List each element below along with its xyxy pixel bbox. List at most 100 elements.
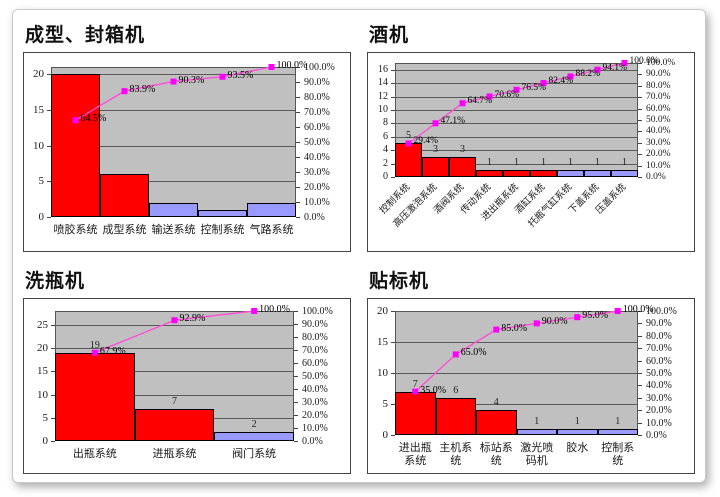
left-axis-tick: [391, 96, 395, 98]
right-axis-tick: [294, 324, 298, 325]
left-axis-tick-label: 10: [33, 139, 44, 152]
left-axis-tick: [391, 311, 395, 312]
right-axis-tick: [638, 410, 642, 412]
gridline: [395, 109, 638, 111]
left-axis-tick: [391, 163, 395, 165]
left-axis-tick-label: 12: [378, 90, 388, 102]
bar-6: [557, 170, 584, 177]
left-axis-tick: [391, 404, 395, 405]
charts-grid: 成型、封箱机 0 5 10 15 20 100.0% 90.0% 80.0% 70.0% 60.0…: [23, 16, 695, 474]
right-axis-tick: [638, 397, 642, 399]
bar-3: [476, 170, 503, 177]
right-axis-tick: [638, 142, 642, 144]
right-axis-tick-label: 60.0%: [304, 122, 330, 133]
left-axis-tick-label: 5: [42, 411, 49, 424]
right-axis-tick-label: 30.0%: [304, 167, 330, 178]
left-axis-tick-label: 10: [378, 103, 388, 115]
cumulative-pct-label: 47.1%: [440, 116, 466, 127]
left-axis-tick-label: 6: [383, 130, 388, 142]
right-axis-tick: [638, 63, 642, 64]
right-axis-tick-label: 70.0%: [304, 107, 330, 118]
pareto-chart-wine-machine: 0 2 4 6 8 10 12 14 16 5 3 3 1 1 1 1 1 1 100.0% 90.0% 80.0% 70…: [368, 53, 694, 251]
chart-title-labeling-machine: 贴标机: [369, 271, 430, 292]
bar-value-label: 1: [487, 157, 492, 169]
left-axis-tick-label: 25: [37, 318, 48, 331]
cumulative-pct-label: 92.9%: [179, 313, 206, 325]
left-axis-tick: [391, 177, 395, 178]
right-axis-tick-label: 70.0%: [646, 92, 671, 103]
category-label: 控制系 统: [601, 442, 635, 467]
right-axis-tick-label: 0.0%: [646, 172, 666, 182]
bar-1: [100, 174, 149, 217]
bar-8: [611, 170, 638, 177]
right-axis-tick: [294, 376, 298, 377]
bar-value-label: 1: [615, 415, 621, 427]
bar-0: [395, 391, 436, 435]
left-axis-tick: [391, 83, 395, 85]
bar-value-label: 1: [541, 157, 546, 169]
right-axis-tick-label: 70.0%: [302, 345, 328, 356]
right-axis-tick-label: 10.0%: [646, 160, 671, 171]
right-axis-tick: [638, 120, 642, 121]
right-axis-tick-label: 100.0%: [302, 306, 333, 317]
bar-value-label: 1: [514, 157, 519, 169]
left-axis-tick: [47, 74, 51, 76]
left-axis-tick-label: 15: [33, 103, 44, 116]
bar-4: [503, 170, 530, 177]
bar-0: [395, 143, 422, 177]
left-axis-tick-label: 14: [378, 77, 388, 89]
right-axis-tick-label: 90.0%: [646, 318, 672, 330]
left-axis-tick: [391, 373, 395, 374]
right-axis-tick-label: 60.0%: [646, 103, 671, 114]
bar-value-label: 1: [622, 157, 627, 169]
right-axis-tick: [638, 154, 642, 156]
right-axis-tick-label: 100.0%: [646, 58, 676, 68]
gridline: [51, 181, 296, 183]
right-axis-tick: [638, 373, 642, 374]
bar-value-label: 3: [460, 143, 465, 155]
right-axis-tick-label: 20.0%: [646, 405, 672, 417]
left-axis-tick: [47, 217, 51, 218]
left-axis-tick-label: 20: [33, 68, 44, 81]
bar-1: [435, 397, 476, 435]
cumulative-pct-label: 35.0%: [420, 384, 447, 396]
bar-value-label: 1: [568, 157, 573, 169]
gridline: [395, 163, 638, 165]
right-axis-tick: [638, 85, 642, 87]
right-axis-tick-label: 50.0%: [646, 115, 671, 125]
cumulative-pct-label: 90.3%: [178, 74, 205, 86]
cumulative-pct-label: 90.0%: [541, 316, 568, 328]
left-axis-tick: [391, 109, 395, 111]
right-axis-tick: [296, 202, 300, 203]
right-axis-tick: [638, 177, 642, 178]
bar-3: [516, 428, 557, 435]
right-axis-tick: [638, 435, 642, 436]
right-axis-tick-label: 20.0%: [302, 410, 328, 421]
right-axis-tick-label: 60.0%: [646, 355, 672, 367]
chart-title-bottle-washer: 洗瓶机: [25, 271, 86, 292]
category-label: 气路系统: [249, 224, 294, 236]
cumulative-pct-label: 65.0%: [460, 347, 487, 359]
left-axis-tick: [51, 441, 55, 442]
cumulative-pct-label: 100.0%: [259, 304, 290, 315]
right-axis-tick: [294, 337, 298, 338]
right-axis-tick: [294, 350, 298, 351]
cumulative-pct-label: 82.4%: [548, 76, 574, 87]
category-label: 进出瓶 系统: [398, 442, 432, 467]
right-axis-tick: [296, 67, 300, 68]
category-label: 控制系统: [200, 224, 245, 236]
left-axis-tick-label: 5: [38, 175, 45, 188]
right-axis-tick-label: 100.0%: [646, 306, 677, 317]
left-axis-tick: [391, 136, 395, 138]
gridline: [395, 373, 638, 374]
right-axis-tick: [294, 363, 298, 364]
right-axis-tick-label: 70.0%: [646, 343, 672, 355]
category-label: 喷胶系统: [53, 224, 98, 236]
bar-1: [134, 408, 215, 441]
cumulative-pct-label: 29.4%: [413, 136, 439, 147]
right-axis-tick-label: 30.0%: [646, 392, 672, 404]
left-axis-tick-label: 4: [383, 144, 388, 156]
right-axis-tick-label: 20.0%: [304, 182, 330, 193]
left-axis-tick: [391, 123, 395, 125]
left-axis-tick: [391, 69, 395, 71]
